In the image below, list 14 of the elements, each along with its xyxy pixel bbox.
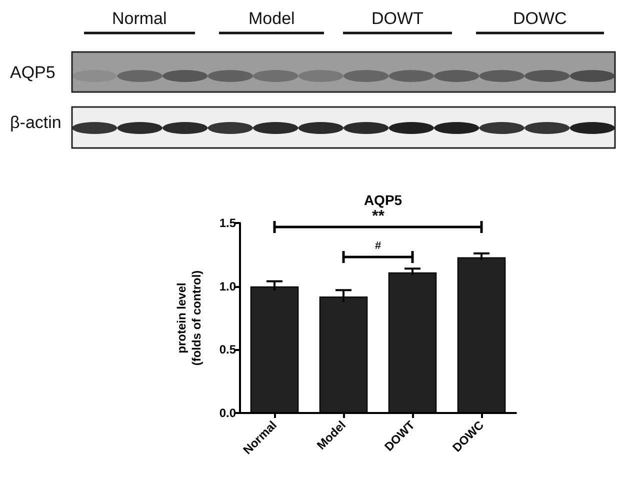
annotation: #: [375, 240, 382, 252]
chart-title: AQP5: [364, 192, 402, 208]
y-tick-label: 0.5: [219, 342, 236, 357]
y-axis-title: protein level (folds of control): [174, 270, 204, 366]
category-label: DOWC: [513, 8, 567, 28]
annotation: **: [372, 208, 384, 225]
y-tick-label: 1.0: [219, 279, 236, 294]
text: AQP5: [10, 62, 56, 82]
category-label: DOWT: [372, 8, 424, 28]
y-tick-label: 1.5: [219, 216, 236, 230]
y-tick-label: 0.0: [219, 406, 236, 420]
category-label: Normal: [112, 8, 167, 28]
category-label: Model: [248, 8, 295, 28]
text: β-actin: [10, 112, 62, 132]
